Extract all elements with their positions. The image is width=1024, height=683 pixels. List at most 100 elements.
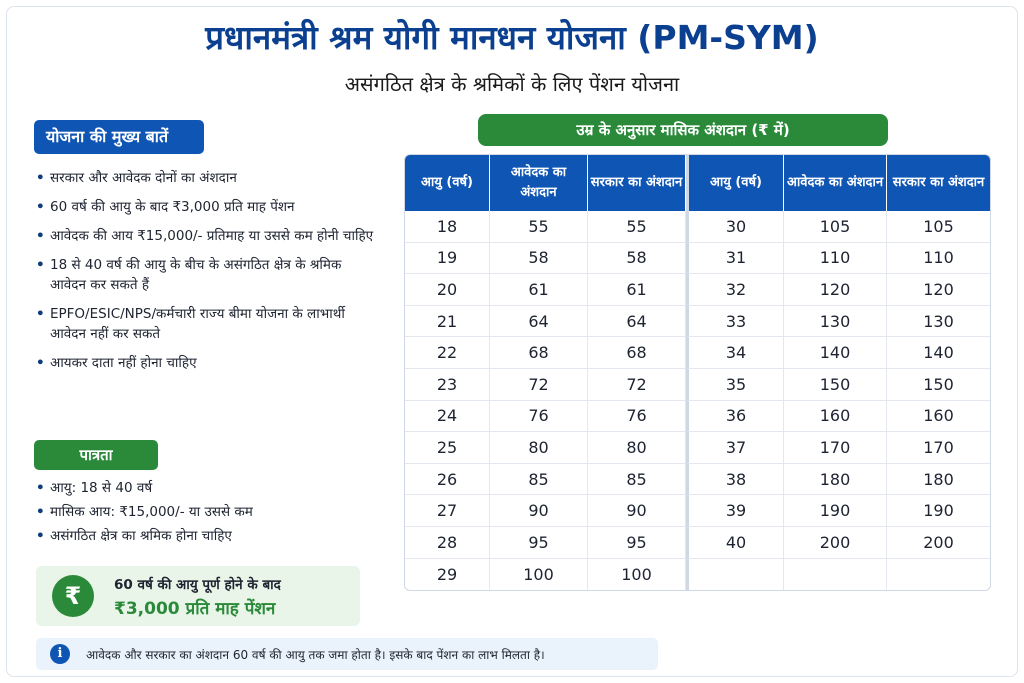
table-cell: 21 xyxy=(405,305,490,338)
rupee-icon: ₹ xyxy=(52,575,94,617)
table-cell: 80 xyxy=(588,432,686,464)
table-row: 25 80 80 37 170 170 xyxy=(405,432,990,464)
table-cell: 200 xyxy=(784,526,887,559)
table-cell: 68 xyxy=(490,337,588,369)
table-cell: 140 xyxy=(784,337,887,369)
table-cell: 24 xyxy=(405,400,490,433)
features-item: 18 से 40 वर्ष की आयु के बीच के असंगठित क… xyxy=(36,255,381,295)
table-row: 23 72 72 35 150 150 xyxy=(405,368,990,401)
table-cell: 38 xyxy=(686,463,784,496)
table-cell: 64 xyxy=(490,305,588,338)
table-cell: 160 xyxy=(784,400,887,433)
table-cell: 39 xyxy=(686,495,784,527)
table-cell: 64 xyxy=(588,305,686,338)
table-cell: 34 xyxy=(686,337,784,369)
table-cell: 36 xyxy=(686,400,784,433)
pension-box: ₹ 60 वर्ष की आयु पूर्ण होने के बाद ₹3,00… xyxy=(36,566,360,626)
features-item: आवेदक की आय ₹15,000/- प्रतिमाह या उससे क… xyxy=(36,226,381,246)
table-cell: 85 xyxy=(490,463,588,496)
table-cell xyxy=(784,558,887,591)
table-cell: 160 xyxy=(887,401,990,433)
table-cell: 28 xyxy=(405,526,490,559)
table-cell: 170 xyxy=(784,432,887,464)
table-cell: 190 xyxy=(784,495,887,527)
eligibility-item: मासिक आय: ₹15,000/- या उससे कम xyxy=(36,502,366,522)
table-row: 20 61 61 32 120 120 xyxy=(405,274,990,306)
table-cell: 72 xyxy=(490,368,588,401)
header-cell: आयु (वर्ष) xyxy=(405,155,490,211)
table-cell: 55 xyxy=(490,211,588,243)
page-frame xyxy=(6,6,1018,677)
table-cell: 150 xyxy=(784,368,887,401)
table-cell: 30 xyxy=(686,211,784,243)
table-cell: 58 xyxy=(588,242,686,275)
info-note-text: आवेदक और सरकार का अंशदान 60 वर्ष की आयु … xyxy=(86,648,545,662)
header-cell: सरकार का अंशदान xyxy=(887,155,990,211)
pension-amount: ₹3,000 प्रति माह पेंशन xyxy=(114,599,276,619)
table-cell: 170 xyxy=(887,432,990,464)
table-cell: 180 xyxy=(887,464,990,496)
table-cell: 105 xyxy=(887,211,990,243)
table-cell: 33 xyxy=(686,305,784,338)
page-subtitle: असंगठित क्षेत्र के श्रमिकों के लिए पेंशन… xyxy=(344,72,680,96)
table-cell: 90 xyxy=(490,495,588,527)
eligibility-heading: पात्रता xyxy=(34,440,158,470)
features-heading: योजना की मुख्य बातें xyxy=(34,120,204,154)
info-icon: i xyxy=(50,644,70,664)
table-cell: 31 xyxy=(686,242,784,275)
table-row: 21 64 64 33 130 130 xyxy=(405,305,990,338)
table-cell: 32 xyxy=(686,274,784,306)
table-cell: 20 xyxy=(405,274,490,306)
table-cell: 68 xyxy=(588,337,686,369)
table-cell: 55 xyxy=(588,211,686,243)
table-cell: 72 xyxy=(588,368,686,401)
table-cell: 61 xyxy=(588,274,686,306)
table-heading: उम्र के अनुसार मासिक अंशदान (₹ में) xyxy=(478,114,888,146)
table-cell: 22 xyxy=(405,337,490,369)
table-cell: 140 xyxy=(887,337,990,369)
table-cell xyxy=(887,559,990,591)
table-cell: 25 xyxy=(405,432,490,464)
features-item: सरकार और आवेदक दोनों का अंशदान xyxy=(36,168,381,188)
contribution-table: आयु (वर्ष) आवेदक का अंशदान सरकार का अंशद… xyxy=(404,154,991,592)
table-cell: 150 xyxy=(887,369,990,401)
features-item: EPFO/ESIC/NPS/कर्मचारी राज्य बीमा योजना … xyxy=(36,304,381,344)
table-cell: 80 xyxy=(490,432,588,464)
table-cell: 76 xyxy=(490,400,588,433)
table-row: 22 68 68 34 140 140 xyxy=(405,337,990,369)
table-cell: 27 xyxy=(405,495,490,527)
table-cell: 58 xyxy=(490,242,588,275)
table-cell: 95 xyxy=(588,526,686,559)
table-cell: 200 xyxy=(887,527,990,559)
eligibility-list: आयु: 18 से 40 वर्ष मासिक आय: ₹15,000/- य… xyxy=(36,478,366,550)
table-cell: 100 xyxy=(490,558,588,591)
table-cell: 19 xyxy=(405,242,490,275)
table-cell: 95 xyxy=(490,526,588,559)
table-cell: 37 xyxy=(686,432,784,464)
table-cell: 18 xyxy=(405,211,490,243)
table-row: 24 76 76 36 160 160 xyxy=(405,400,990,433)
table-cell: 29 xyxy=(405,558,490,591)
table-row: 27 90 90 39 190 190 xyxy=(405,495,990,527)
table-row: 29 100 100 xyxy=(405,558,990,591)
table-cell xyxy=(686,558,784,591)
table-cell: 85 xyxy=(588,463,686,496)
features-item: 60 वर्ष की आयु के बाद ₹3,000 प्रति माह प… xyxy=(36,197,381,217)
table-cell: 105 xyxy=(784,211,887,243)
table-cell: 90 xyxy=(588,495,686,527)
table-body: 18 55 55 30 105 105 19 58 58 31 110 110 20 61 61 32 120 1… xyxy=(405,211,990,591)
table-row: 18 55 55 30 105 105 xyxy=(405,211,990,243)
table-cell: 180 xyxy=(784,463,887,496)
features-list: सरकार और आवेदक दोनों का अंशदान 60 वर्ष क… xyxy=(36,168,381,382)
table-cell: 76 xyxy=(588,400,686,433)
header-cell: सरकार का अंशदान xyxy=(588,155,686,211)
table-cell: 130 xyxy=(887,306,990,338)
table-cell: 190 xyxy=(887,495,990,527)
table-cell: 26 xyxy=(405,463,490,496)
table-cell: 61 xyxy=(490,274,588,306)
info-note: i आवेदक और सरकार का अंशदान 60 वर्ष की आय… xyxy=(36,638,658,670)
table-cell: 23 xyxy=(405,368,490,401)
header-cell: आयु (वर्ष) xyxy=(686,155,784,211)
table-cell: 40 xyxy=(686,526,784,559)
table-cell: 120 xyxy=(784,274,887,306)
